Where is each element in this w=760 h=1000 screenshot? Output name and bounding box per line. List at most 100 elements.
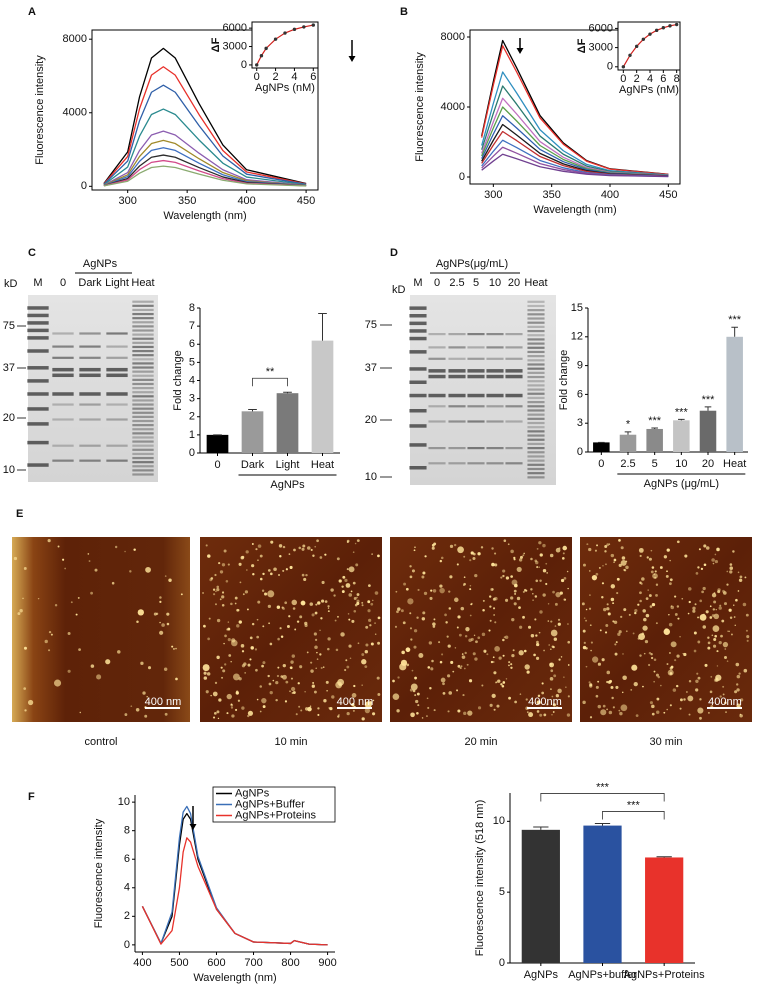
afm-particle <box>275 698 278 702</box>
afm-particle <box>734 624 736 627</box>
gel-band <box>79 403 101 406</box>
afm-particle <box>536 700 541 705</box>
afm-particle <box>483 649 487 653</box>
afm-particle <box>234 602 237 605</box>
afm-particle <box>547 603 550 605</box>
afm-particle <box>550 688 552 691</box>
afm-particle <box>527 625 532 629</box>
gel-band <box>409 380 427 384</box>
marker-label: 20 <box>365 414 377 426</box>
afm-particle <box>290 660 294 664</box>
bar <box>645 857 684 963</box>
spectrum-line <box>103 66 307 185</box>
afm-particle <box>315 603 318 606</box>
afm-particle <box>719 604 722 607</box>
afm-particle <box>146 695 148 698</box>
afm-particle <box>322 666 325 668</box>
gel-band <box>527 350 545 354</box>
afm-particle <box>566 713 571 717</box>
panel-letter: C <box>28 247 36 259</box>
afm-particle <box>304 621 308 626</box>
afm-particle <box>272 679 275 682</box>
afm-particle <box>298 546 302 550</box>
plot-frame <box>251 21 319 69</box>
gel-band <box>527 346 545 349</box>
afm-particle <box>410 683 418 691</box>
afm-particle <box>377 554 380 558</box>
afm-particle <box>567 695 570 698</box>
afm-particle <box>47 538 51 543</box>
afm-particle <box>57 545 60 548</box>
significance-label: ** <box>266 366 275 378</box>
afm-particle <box>296 620 300 623</box>
data-point <box>628 53 632 57</box>
gel-band <box>106 367 128 372</box>
afm-particle <box>313 632 317 636</box>
y-tick-label: 12 <box>571 331 583 343</box>
gel-band <box>132 382 154 386</box>
x-tick-label: 350 <box>178 195 196 207</box>
afm-particle <box>589 624 592 626</box>
afm-particle <box>202 592 204 594</box>
afm-particle <box>660 684 662 687</box>
spectrum-line <box>103 165 307 187</box>
afm-particle <box>421 617 426 621</box>
afm-particle <box>653 680 655 683</box>
gel-band <box>527 388 545 391</box>
afm-particle <box>159 596 162 599</box>
afm-particle <box>289 690 291 693</box>
afm-particle <box>136 620 139 624</box>
afm-particle <box>522 615 525 619</box>
y-tick-label: 4 <box>124 882 130 894</box>
afm-particle <box>166 612 170 616</box>
gel-band <box>467 405 485 408</box>
afm-particle <box>203 624 206 628</box>
afm-particle <box>346 539 350 543</box>
afm-particle <box>548 644 551 646</box>
afm-particle <box>422 611 426 615</box>
afm-particle <box>655 583 659 586</box>
gel-band <box>527 313 545 316</box>
afm-particle <box>604 545 608 549</box>
afm-particle <box>606 607 610 611</box>
afm-particle <box>687 612 690 615</box>
afm-particle <box>302 544 306 548</box>
y-tick-label: 4000 <box>63 107 87 119</box>
afm-particle <box>219 598 222 601</box>
afm-particle <box>625 560 628 563</box>
afm-particle <box>440 677 446 683</box>
y-tick-label: 10 <box>118 796 130 808</box>
afm-particle <box>456 689 459 692</box>
afm-particle <box>399 663 407 671</box>
gel-band <box>27 463 49 467</box>
afm-particle <box>75 613 78 616</box>
afm-particle <box>694 603 697 606</box>
afm-particle <box>321 580 325 585</box>
gel-band <box>428 405 446 408</box>
gel-band <box>52 418 74 421</box>
afm-particle <box>588 547 592 552</box>
afm-particle <box>623 608 627 612</box>
afm-particle <box>550 620 553 623</box>
afm-particle <box>353 609 357 613</box>
afm-particle <box>205 690 209 694</box>
gel-band <box>448 357 466 360</box>
afm-particle <box>327 605 330 608</box>
afm-particle <box>728 630 730 633</box>
afm-particle <box>721 619 725 623</box>
afm-particle <box>538 566 540 568</box>
afm-particle <box>545 562 548 565</box>
gel-band <box>527 401 545 404</box>
afm-particle <box>54 679 62 687</box>
y-tick-label: 7 <box>189 320 195 332</box>
afm-particle <box>424 555 427 558</box>
afm-particle <box>703 563 707 567</box>
afm-particle <box>642 609 646 613</box>
afm-particle <box>335 648 339 652</box>
afm-particle <box>734 690 738 694</box>
afm-particle <box>653 573 656 576</box>
afm-particle <box>639 554 642 558</box>
afm-particle <box>431 546 435 550</box>
afm-particle <box>430 589 433 592</box>
gel-band <box>132 317 154 320</box>
